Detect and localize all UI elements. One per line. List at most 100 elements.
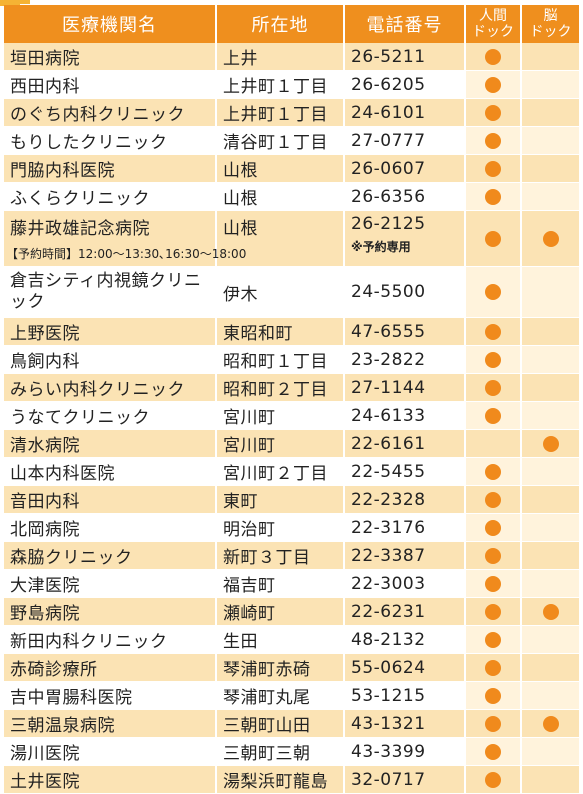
ningen-dock-available-dot [485,351,501,368]
clinic-phone: 43-3399 [345,738,466,766]
ningen-dock-available-dot [485,48,501,65]
clinic-name-text: 鳥飼内科 [10,352,80,372]
clinic-phone: 26-2125 ※予約専用 [345,211,466,267]
ningen-dock-cell [466,374,522,402]
clinic-address: 宮川町２丁目 [217,458,345,486]
clinic-address: 宮川町 [217,402,345,430]
ningen-dock-available-dot [485,407,501,424]
ningen-dock-available-dot [485,230,501,247]
clinic-name-text: 三朝温泉病院 [10,716,115,736]
table-row: のぐち内科クリニック 上井町１丁目 24-6101 [4,99,579,127]
ningen-dock-cell [466,402,522,430]
clinic-name: 土井医院 [4,766,217,794]
table-row: 上野医院 東昭和町 47-6555 [4,318,579,346]
clinic-address: 山根 [217,211,345,267]
brain-dock-cell [522,738,579,766]
clinic-phone-text: 22-3003 [351,573,426,594]
ningen-dock-cell [466,514,522,542]
table-row: 森脇クリニック 新町３丁目 22-3387 [4,542,579,570]
ningen-dock-available-dot [485,160,501,177]
ningen-dock-available-dot [485,379,501,396]
ningen-dock-available-dot [485,659,501,676]
brain-dock-cell [522,682,579,710]
clinic-name: 清水病院 [4,430,217,458]
clinic-phone: 27-0777 [345,127,466,155]
clinic-name: みらい内科クリニック [4,374,217,402]
clinic-phone-text: 22-6161 [351,433,426,454]
table-row: 清水病院 宮川町 22-6161 [4,430,579,458]
clinic-phone-text: 26-2125 [351,214,426,234]
ningen-dock-available-dot [485,76,501,93]
clinic-name-text: うなてクリニック [10,408,150,428]
clinic-name-text: 音田内科 [10,492,80,512]
ningen-dock-cell [466,71,522,99]
table-row: 湯川医院 三朝町三朝 43-3399 [4,738,579,766]
header-ningen-dock: 人間 ドック [466,5,522,43]
clinic-phone: 23-2822 [345,346,466,374]
clinic-name-text: 山本内科医院 [10,464,115,484]
brain-dock-cell [522,267,579,318]
clinic-phone-text: 26-6205 [351,74,426,95]
clinic-address: 山根 [217,183,345,211]
ningen-dock-cell [466,710,522,738]
ningen-dock-cell [466,682,522,710]
clinic-address: 伊木 [217,267,345,318]
clinic-phone: 22-2328 [345,486,466,514]
clinic-phone-text: 22-3176 [351,517,426,538]
clinic-phone: 43-1321 [345,710,466,738]
ningen-dock-available-dot [485,547,501,564]
clinic-address: 琴浦町赤碕 [217,654,345,682]
brain-dock-cell [522,155,579,183]
clinic-phone: 24-6101 [345,99,466,127]
ningen-dock-cell [466,155,522,183]
brain-dock-cell [522,626,579,654]
brain-dock-cell [522,346,579,374]
table-row: 赤碕診療所 琴浦町赤碕 55-0624 [4,654,579,682]
clinic-name: 鳥飼内科 [4,346,217,374]
clinic-phone-text: 27-0777 [351,130,426,151]
brain-dock-cell [522,99,579,127]
clinic-name-text: 倉吉シティ内視鏡クリニック [10,271,202,312]
table-row: 野島病院 瀬崎町 22-6231 [4,598,579,626]
table-row: 音田内科 東町 22-2328 [4,486,579,514]
table-row: 新田内科クリニック 生田 48-2132 [4,626,579,654]
brain-dock-cell [522,402,579,430]
corner-accent-2 [20,0,30,4]
clinic-phone-text: 24-6101 [351,102,426,123]
clinic-phone: 26-6356 [345,183,466,211]
ningen-dock-available-dot [485,771,501,788]
ningen-dock-cell [466,211,522,267]
clinic-name-text: 湯川医院 [10,744,80,764]
brain-dock-cell [522,211,579,267]
clinic-name-text: ふくらクリニック [10,189,150,209]
clinic-address: 昭和町２丁目 [217,374,345,402]
brain-dock-cell [522,514,579,542]
clinic-phone-text: 22-2328 [351,489,426,510]
clinic-name-text: のぐち内科クリニック [10,105,185,125]
ningen-dock-cell [466,430,522,458]
clinic-phone-text: 43-3399 [351,741,426,762]
clinic-name: 新田内科クリニック [4,626,217,654]
clinic-phone-text: 53-1215 [351,685,426,706]
ningen-dock-available-dot [485,603,501,620]
clinic-name-text: 赤碕診療所 [10,660,98,680]
clinic-name: 山本内科医院 [4,458,217,486]
clinic-phone: 22-3176 [345,514,466,542]
clinic-phone: 27-1144 [345,374,466,402]
table-row: もりしたクリニック 清谷町１丁目 27-0777 [4,127,579,155]
brain-dock-cell [522,71,579,99]
clinic-name-text: 西田内科 [10,77,80,97]
clinic-name: うなてクリニック [4,402,217,430]
clinic-address: 瀬崎町 [217,598,345,626]
clinic-name-text: 垣田病院 [10,49,80,69]
clinic-phone: 26-0607 [345,155,466,183]
clinic-address: 三朝町三朝 [217,738,345,766]
clinic-phone-text: 22-5455 [351,461,426,482]
clinic-phone-text: 26-0607 [351,158,426,179]
clinic-phone: 22-3387 [345,542,466,570]
clinic-name: 吉中胃腸科医院 [4,682,217,710]
ningen-dock-cell [466,486,522,514]
table-row: うなてクリニック 宮川町 24-6133 [4,402,579,430]
clinic-phone: 32-0717 [345,766,466,794]
reservation-only-note: ※予約専用 [351,240,411,254]
